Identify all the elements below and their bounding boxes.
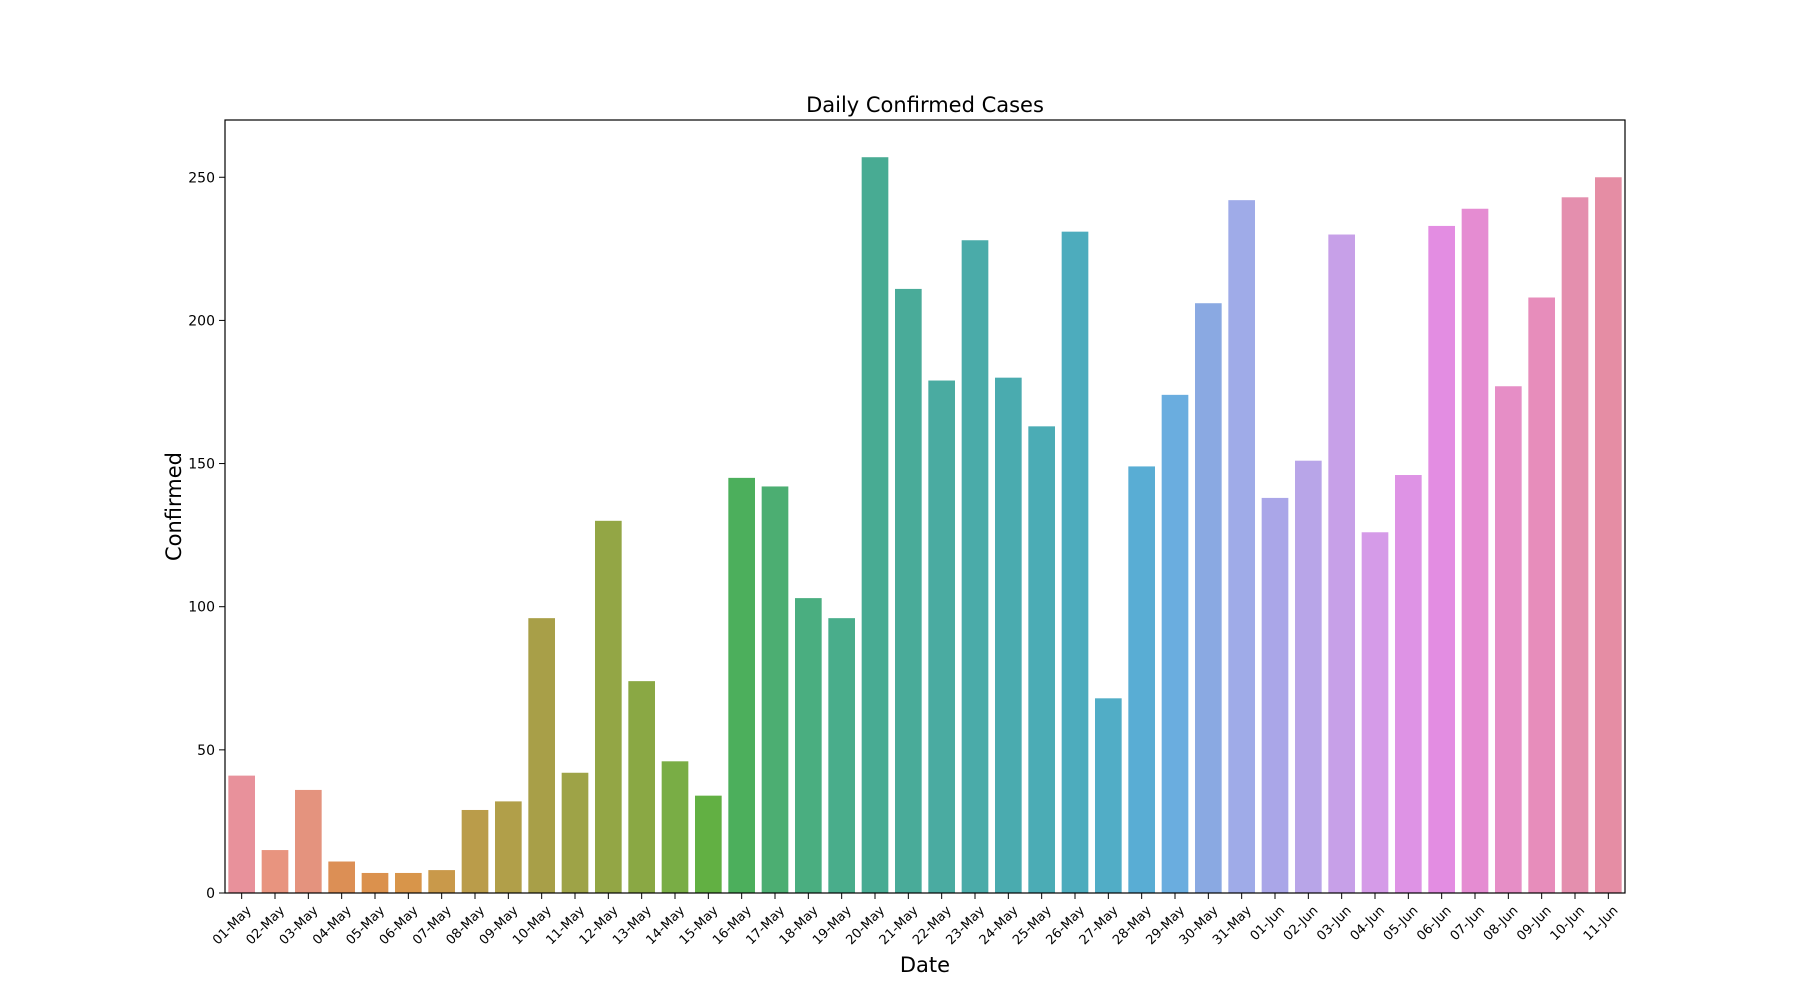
bar-10-Jun (1561, 197, 1589, 894)
bar-10-May (528, 618, 555, 893)
bar-02-Jun (1295, 460, 1322, 893)
bar-09-Jun (1528, 297, 1555, 894)
y-tick-label: 250 (188, 170, 215, 186)
bar-07-May (428, 870, 455, 893)
x-tick-label: 05-Jun (1381, 903, 1422, 944)
bars-layer (228, 157, 1622, 894)
x-tick-label: 02-Jun (1281, 903, 1322, 944)
bar-03-May (295, 789, 322, 893)
bar-27-May (1095, 698, 1122, 893)
y-tick-label: 50 (197, 743, 215, 759)
bar-11-May (561, 772, 589, 893)
bar-06-May (395, 872, 422, 893)
bar-24-May (995, 377, 1022, 894)
y-tick-label: 150 (188, 457, 215, 473)
y-axis: 0 50 100 150 200 250 (188, 170, 225, 902)
x-tick-label: 09-Jun (1514, 903, 1555, 944)
bar-31-May (1228, 200, 1255, 893)
bar-01-May (228, 775, 255, 893)
y-tick-label: 100 (188, 600, 215, 616)
bar-09-May (495, 801, 522, 893)
bar-23-May (961, 240, 989, 893)
bar-29-May (1161, 394, 1189, 893)
bar-05-May (361, 872, 389, 893)
bar-20-May (861, 157, 889, 894)
bar-07-Jun (1461, 208, 1489, 894)
x-tick-label: 10-Jun (1548, 903, 1589, 944)
bar-11-Jun (1595, 177, 1622, 893)
bar-01-Jun (1261, 497, 1289, 893)
bar-21-May (895, 288, 922, 894)
y-tick-label: 0 (206, 886, 215, 902)
x-tick-label: 04-Jun (1348, 903, 1389, 944)
bar-30-May (1195, 303, 1222, 894)
x-tick-label: 07-Jun (1448, 903, 1489, 944)
x-tick-label: 11-Jun (1581, 903, 1622, 944)
bar-13-May (628, 681, 655, 893)
bar-16-May (728, 477, 755, 893)
x-axis-label: Date (900, 953, 950, 977)
bar-04-Jun (1361, 532, 1389, 893)
bar-26-May (1061, 231, 1089, 894)
bar-08-Jun (1495, 386, 1522, 893)
bar-14-May (661, 761, 689, 893)
x-tick-label: 08-Jun (1481, 903, 1522, 944)
y-axis-label: Confirmed (162, 452, 186, 561)
bar-15-May (695, 795, 722, 893)
bar-03-Jun (1328, 234, 1355, 893)
bar-19-May (828, 618, 855, 893)
plot-frame (224, 119, 1626, 894)
chart-title: Daily Confirmed Cases (806, 93, 1044, 117)
bar-18-May (795, 598, 822, 893)
bar-12-May (595, 520, 622, 893)
x-tick-label: 06-Jun (1414, 903, 1455, 944)
bar-25-May (1028, 426, 1055, 893)
bar-28-May (1128, 466, 1155, 893)
bar-04-May (328, 861, 355, 893)
bar-06-Jun (1428, 225, 1455, 893)
x-tick-label: 01-Jun (1248, 903, 1289, 944)
x-axis: 01-May02-May03-May04-May05-May06-May07-M… (210, 893, 1621, 948)
bar-22-May (928, 380, 955, 893)
bar-17-May (761, 486, 789, 893)
bar-08-May (461, 809, 489, 893)
bar-05-Jun (1395, 475, 1422, 893)
x-tick-label: 03-Jun (1314, 903, 1355, 944)
bar-02-May (261, 850, 289, 893)
y-tick-label: 200 (188, 313, 215, 329)
